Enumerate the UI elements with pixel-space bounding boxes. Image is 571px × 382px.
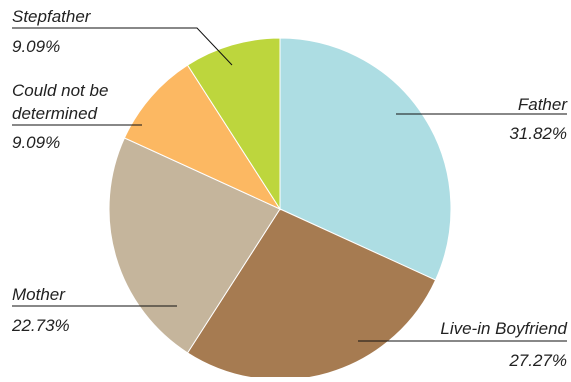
slice-label-undetermined-line1: Could not be — [12, 81, 108, 100]
pie-slice-could-not-be-determined — [123, 64, 282, 211]
slice-label-undetermined-line2: determined — [12, 104, 98, 123]
slice-value-stepfather: 9.09% — [12, 37, 60, 56]
slice-value-undetermined: 9.09% — [12, 133, 60, 152]
leader-lines — [12, 27, 567, 342]
pie-slices — [108, 37, 452, 381]
pie-slice-mother — [108, 137, 281, 354]
slice-label-stepfather: Stepfather — [12, 7, 92, 26]
slice-value-live-in-boyfriend: 27.27% — [508, 351, 567, 370]
slice-label-live-in-boyfriend: Live-in Boyfriend — [440, 319, 567, 338]
slice-value-father: 31.82% — [509, 124, 567, 143]
slice-label-mother: Mother — [12, 285, 66, 304]
slice-label-father: Father — [518, 95, 568, 114]
pie-slice-father — [279, 37, 452, 281]
pie-slice-stepfather — [186, 37, 281, 211]
pie-slice-live-in-boyfriend — [186, 208, 437, 381]
slice-value-mother: 22.73% — [11, 316, 70, 335]
leader-line-stepfather — [12, 27, 233, 66]
